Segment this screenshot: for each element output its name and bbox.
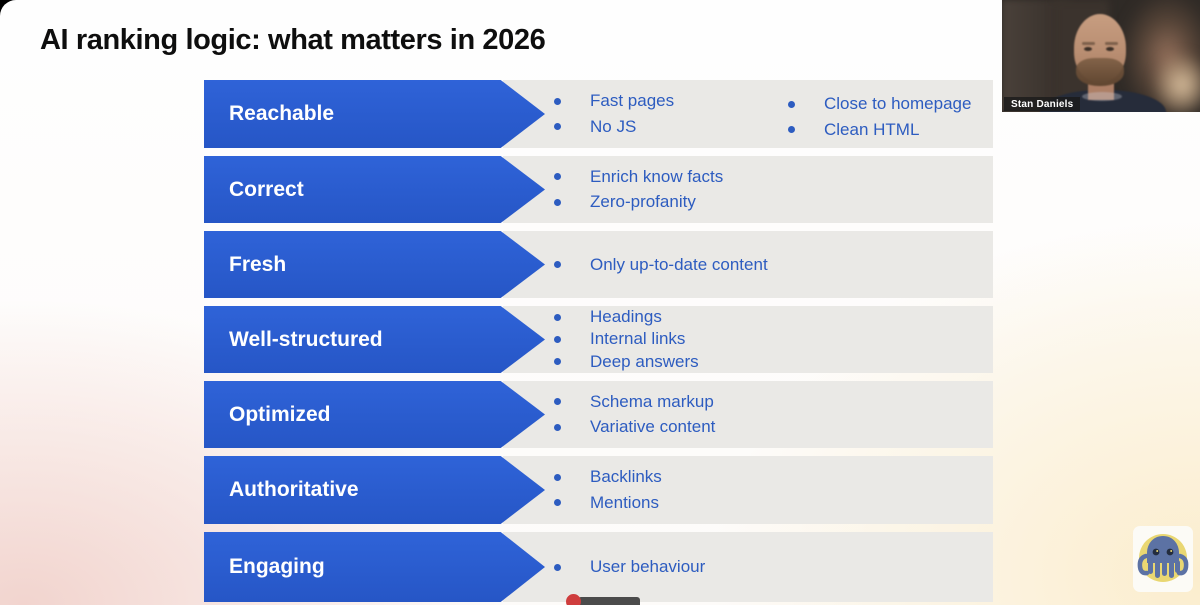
arrow-engaging: Engaging bbox=[204, 532, 545, 602]
bullet-text: Fast pages bbox=[590, 91, 675, 111]
person-eyebrow bbox=[1105, 42, 1118, 45]
bullet-text: Variative content bbox=[590, 417, 716, 437]
meeting-control-bar[interactable] bbox=[578, 597, 640, 605]
bullet-dot bbox=[554, 423, 561, 431]
row-panel bbox=[503, 381, 993, 448]
bullet-text: Backlinks bbox=[590, 467, 662, 487]
bullet-item: Deep answers bbox=[554, 351, 699, 373]
bullet-dot bbox=[554, 198, 561, 206]
bullet-dot bbox=[554, 335, 561, 343]
bullet-dot bbox=[554, 563, 561, 571]
row-panel bbox=[503, 156, 993, 223]
bullet-item: Variative content bbox=[554, 415, 715, 441]
arrow-well-structured: Well-structured bbox=[204, 306, 545, 373]
arrow-label: Engaging bbox=[229, 555, 325, 578]
bullet-list: Fast pages No JS bbox=[503, 80, 674, 148]
participant-name-label: Stan Daniels bbox=[1004, 97, 1081, 111]
bullet-item: Backlinks bbox=[554, 465, 662, 491]
bullet-item: Only up-to-date content bbox=[554, 252, 768, 278]
bullet-text: Clean HTML bbox=[824, 119, 920, 139]
bullet-text: Zero-profanity bbox=[590, 192, 696, 212]
person-eye bbox=[1106, 47, 1114, 51]
bullet-text: Enrich know facts bbox=[590, 166, 724, 186]
person-collar bbox=[1082, 92, 1122, 101]
arrow-optimized: Optimized bbox=[204, 381, 545, 448]
slide-title: AI ranking logic: what matters in 2026 bbox=[40, 24, 546, 56]
bullet-text: Only up-to-date content bbox=[590, 254, 768, 274]
person-eye bbox=[1084, 47, 1092, 51]
arrow-label: Well-structured bbox=[229, 327, 383, 351]
bullet-list: Headings Internal links Deep answers bbox=[503, 306, 699, 373]
ranking-row-reachable: Fast pages No JS Close to homepage Clean… bbox=[0, 80, 1200, 148]
bullet-text: Close to homepage bbox=[824, 94, 972, 114]
arrow-correct: Correct bbox=[204, 156, 545, 223]
bullet-item: Mentions bbox=[554, 490, 662, 516]
bullet-list: Only up-to-date content bbox=[503, 231, 768, 298]
bullet-list: Backlinks Mentions bbox=[503, 456, 662, 524]
ranking-row-engaging: User behaviour Engaging bbox=[0, 532, 1200, 602]
bullet-text: Internal links bbox=[590, 329, 686, 349]
octopus-icon bbox=[1137, 534, 1189, 582]
bullet-item: No JS bbox=[554, 114, 674, 140]
bullet-dot bbox=[554, 398, 561, 406]
ranking-row-authoritative: Backlinks Mentions Authoritative bbox=[0, 456, 1200, 524]
arrow-label: Reachable bbox=[229, 102, 335, 125]
person-beard bbox=[1076, 58, 1124, 86]
bullet-item: Zero-profanity bbox=[554, 190, 723, 216]
bullet-item: Schema markup bbox=[554, 389, 715, 415]
arrow-label: Optimized bbox=[229, 402, 331, 426]
bullet-item: Enrich know facts bbox=[554, 164, 723, 190]
bullet-list-secondary: Close to homepage Clean HTML bbox=[788, 83, 971, 151]
bullet-list: User behaviour bbox=[503, 532, 705, 602]
bullet-item: User behaviour bbox=[554, 554, 705, 580]
person-neck bbox=[1088, 82, 1114, 100]
bullet-dot bbox=[554, 358, 561, 366]
row-panel bbox=[503, 231, 993, 298]
row-panel bbox=[503, 456, 993, 524]
participant-person bbox=[1002, 0, 1200, 112]
bullet-item: Headings bbox=[554, 306, 699, 328]
participant-video-tile[interactable]: Stan Daniels bbox=[1002, 0, 1200, 112]
bullet-item: Clean HTML bbox=[788, 117, 971, 143]
bullet-dot bbox=[554, 173, 561, 181]
arrow-fresh: Fresh bbox=[204, 231, 545, 298]
arrow-label: Fresh bbox=[229, 252, 287, 276]
bullet-list: Enrich know facts Zero-profanity bbox=[503, 156, 723, 223]
person-eyebrow bbox=[1082, 42, 1095, 45]
bullet-dot bbox=[554, 123, 561, 131]
arrow-label: Authoritative bbox=[229, 478, 359, 501]
octopus-logo bbox=[1133, 526, 1193, 592]
bullet-text: Mentions bbox=[590, 492, 659, 512]
ranking-row-correct: Enrich know facts Zero-profanity Correct bbox=[0, 156, 1200, 223]
bullet-list: Schema markup Variative content bbox=[503, 381, 715, 448]
bullet-dot bbox=[554, 97, 561, 105]
bullet-item: Fast pages bbox=[554, 89, 674, 115]
bullet-text: Headings bbox=[590, 307, 662, 327]
bullet-dot bbox=[554, 261, 561, 268]
bullet-text: Schema markup bbox=[590, 391, 714, 411]
row-panel bbox=[503, 306, 993, 373]
bullet-item: Close to homepage bbox=[788, 92, 971, 118]
bullet-text: No JS bbox=[590, 116, 637, 136]
arrow-label: Correct bbox=[229, 177, 304, 201]
record-indicator-icon[interactable] bbox=[566, 594, 581, 605]
bullet-dot bbox=[554, 499, 561, 507]
bullet-dot bbox=[788, 100, 795, 108]
arrow-reachable: Reachable bbox=[204, 80, 545, 148]
row-panel bbox=[503, 532, 993, 602]
ranking-row-well-structured: Headings Internal links Deep answers Wel… bbox=[0, 306, 1200, 373]
ranking-row-fresh: Only up-to-date content Fresh bbox=[0, 231, 1200, 298]
ranking-row-optimized: Schema markup Variative content Optimize… bbox=[0, 381, 1200, 448]
bullet-text: User behaviour bbox=[590, 557, 706, 576]
bullet-dot bbox=[554, 473, 561, 481]
bullet-text: Deep answers bbox=[590, 351, 699, 371]
bullet-item: Internal links bbox=[554, 328, 699, 350]
bullet-dot bbox=[554, 313, 561, 321]
row-panel bbox=[503, 80, 993, 148]
bullet-dot bbox=[788, 126, 795, 134]
arrow-authoritative: Authoritative bbox=[204, 456, 545, 524]
